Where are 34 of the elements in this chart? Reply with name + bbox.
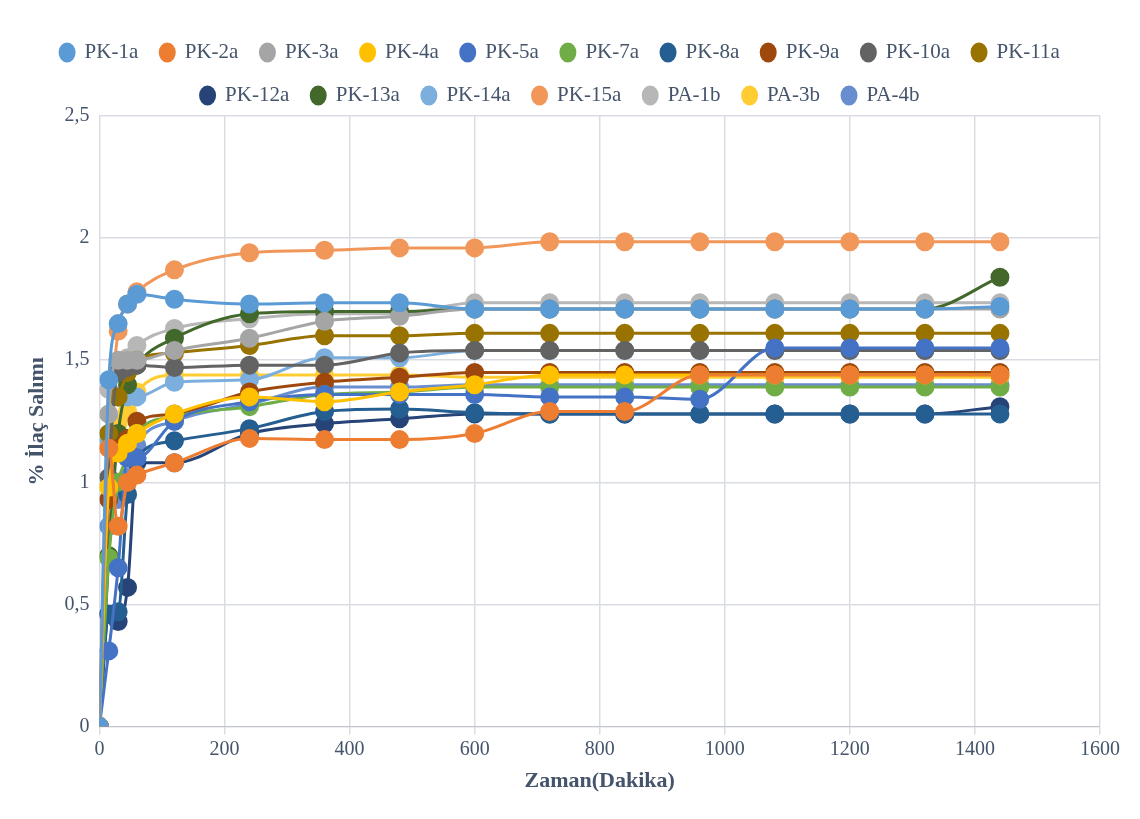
x-tick-label: 400 <box>334 736 365 759</box>
legend-label: PK-4a <box>385 39 440 64</box>
legend-label: PK-3a <box>284 39 340 64</box>
legend-label: PK-11a <box>996 39 1061 64</box>
y-tick-label: 1 <box>79 469 90 492</box>
x-tick-label: 1600 <box>1080 736 1120 759</box>
legend-label: PK-15a <box>557 82 622 107</box>
x-tick-label: 200 <box>209 736 240 759</box>
legend-label: PK-10a <box>885 39 951 64</box>
legend-label: PK-5a <box>485 39 540 64</box>
legend-label: PA-3b <box>767 82 821 107</box>
x-axis-title: Zaman(Dakika) <box>524 767 675 793</box>
y-tick-label: 1,5 <box>64 347 90 370</box>
x-tick-label: 600 <box>459 736 490 759</box>
y-axis-title: % İlaç Salımı <box>22 357 48 486</box>
legend-label: PK-7a <box>585 39 640 64</box>
x-tick-label: 800 <box>584 736 615 759</box>
legend-label: PK-14a <box>446 82 512 107</box>
x-tick-label: 1000 <box>704 736 745 759</box>
legend-label: PK-12a <box>225 82 290 107</box>
legend-label: PA-4b <box>866 82 920 107</box>
legend-label: PK-9a <box>785 39 841 64</box>
legend-label: PK-2a <box>184 39 240 64</box>
x-tick-label: 1200 <box>829 736 870 759</box>
legend-label: PK-13a <box>335 82 401 107</box>
legend-label: PK-1a <box>84 39 139 64</box>
y-tick-label: 2,5 <box>64 103 90 126</box>
legend-label: PK-8a <box>685 39 740 64</box>
x-tick-label: 0 <box>94 736 105 759</box>
legend-label: PA-1b <box>667 82 721 107</box>
y-tick-label: 0,5 <box>64 591 90 614</box>
y-tick-label: 2 <box>79 225 90 248</box>
x-tick-label: 1400 <box>954 736 995 759</box>
y-tick-label: 0 <box>79 713 90 736</box>
